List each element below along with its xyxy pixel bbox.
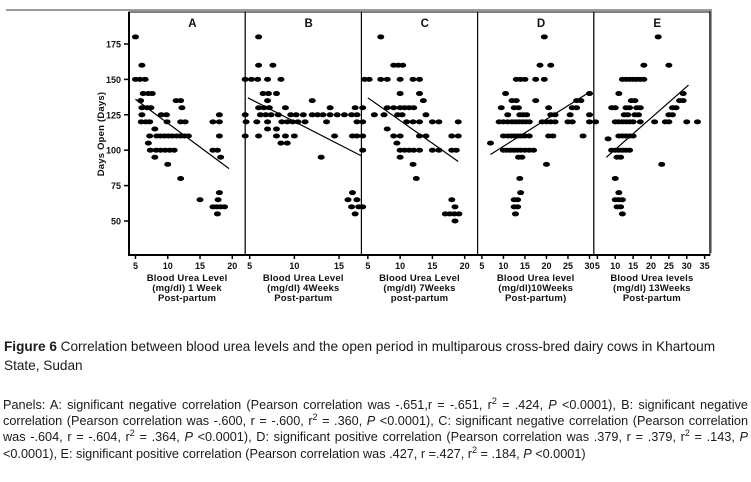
svg-text:5: 5 xyxy=(479,261,484,271)
svg-text:Post-partum: Post-partum xyxy=(623,293,681,304)
svg-text:5: 5 xyxy=(595,261,600,271)
svg-text:20: 20 xyxy=(227,261,237,271)
svg-text:(mg/dl) 1 Week: (mg/dl) 1 Week xyxy=(152,283,222,294)
svg-text:100: 100 xyxy=(106,146,121,156)
figure-chart-svg: 175 150 125 100 75 50 Days Open (Days) 5 10 15 20 A… xyxy=(6,9,712,304)
svg-text:15: 15 xyxy=(334,261,344,271)
svg-text:Days Open (Days): Days Open (Days) xyxy=(96,92,107,177)
svg-text:35: 35 xyxy=(700,261,710,271)
svg-text:25: 25 xyxy=(664,261,674,271)
svg-text:Post-partum: Post-partum xyxy=(274,293,332,304)
svg-text:(mg/dl) 4Weeks: (mg/dl) 4Weeks xyxy=(267,283,339,294)
svg-text:A: A xyxy=(188,18,197,30)
svg-text:5: 5 xyxy=(365,261,370,271)
svg-text:30: 30 xyxy=(682,261,692,271)
svg-text:10: 10 xyxy=(163,261,173,271)
svg-text:10: 10 xyxy=(395,261,405,271)
svg-text:post-partum: post-partum xyxy=(391,293,449,304)
panels-note: Panels: A: significant negative correlat… xyxy=(3,395,749,461)
svg-text:E: E xyxy=(653,18,662,30)
figure-caption: Figure 6 Correlation between blood urea … xyxy=(4,338,745,376)
svg-text:15: 15 xyxy=(195,261,205,271)
svg-text:Blood Urea Level: Blood Urea Level xyxy=(263,273,344,284)
svg-text:D: D xyxy=(537,18,546,30)
svg-text:15: 15 xyxy=(427,261,437,271)
svg-text:15: 15 xyxy=(628,261,638,271)
svg-text:175: 175 xyxy=(106,40,121,50)
figure-caption-label: Figure 6 xyxy=(4,339,57,354)
svg-text:Post-partum: Post-partum xyxy=(158,293,216,304)
svg-text:Blood Urea levels: Blood Urea levels xyxy=(610,273,693,284)
svg-text:(mg/dl) 13Weeks: (mg/dl) 13Weeks xyxy=(613,283,691,294)
svg-text:15: 15 xyxy=(520,261,530,271)
svg-text:20: 20 xyxy=(460,261,470,271)
svg-text:(mg/dl)10Weeks: (mg/dl)10Weeks xyxy=(498,283,573,294)
svg-text:Blood Urea Level: Blood Urea Level xyxy=(379,273,460,284)
svg-text:75: 75 xyxy=(111,181,121,191)
svg-text:(mg/dl) 7Weeks: (mg/dl) 7Weeks xyxy=(383,283,455,294)
svg-text:25: 25 xyxy=(563,261,573,271)
svg-text:10: 10 xyxy=(498,261,508,271)
svg-text:125: 125 xyxy=(106,110,121,120)
svg-text:20: 20 xyxy=(541,261,551,271)
svg-text:Post-partum): Post-partum) xyxy=(505,293,567,304)
svg-text:10: 10 xyxy=(610,261,620,271)
svg-text:C: C xyxy=(421,18,430,30)
svg-text:10: 10 xyxy=(289,261,299,271)
svg-text:Blood Urea level: Blood Urea level xyxy=(497,273,575,284)
svg-text:B: B xyxy=(304,18,313,30)
figure-chart: 175 150 125 100 75 50 Days Open (Days) 5 10 15 20 A… xyxy=(6,9,712,304)
svg-text:20: 20 xyxy=(646,261,656,271)
svg-text:150: 150 xyxy=(106,75,121,85)
svg-text:30: 30 xyxy=(584,261,594,271)
figure-caption-text: Correlation between blood urea levels an… xyxy=(4,339,716,373)
svg-text:5: 5 xyxy=(247,261,252,271)
svg-text:50: 50 xyxy=(111,217,121,227)
svg-text:Blood Urea Level: Blood Urea Level xyxy=(147,273,228,284)
svg-text:5: 5 xyxy=(133,261,138,271)
